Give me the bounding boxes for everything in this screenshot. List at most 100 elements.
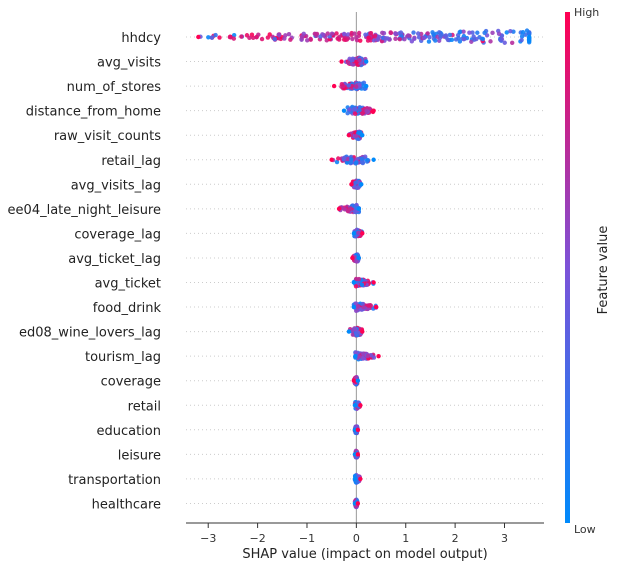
feature-label: transportation xyxy=(68,473,161,488)
data-point xyxy=(334,31,339,36)
data-point xyxy=(358,476,363,482)
data-point xyxy=(393,31,398,37)
data-point xyxy=(346,83,351,88)
data-point xyxy=(385,36,390,41)
data-point xyxy=(350,332,356,337)
data-point xyxy=(344,160,350,165)
data-point xyxy=(339,59,344,64)
data-point xyxy=(356,276,362,282)
data-point xyxy=(276,32,282,38)
data-point xyxy=(351,231,357,236)
data-point xyxy=(510,40,515,46)
data-point xyxy=(341,37,347,42)
data-point xyxy=(352,31,357,36)
data-point xyxy=(354,160,359,165)
x-axis-label: SHAP value (impact on model output) xyxy=(242,547,487,562)
data-point xyxy=(371,157,376,162)
data-point xyxy=(526,34,532,40)
feature-label: tourism_lag xyxy=(85,350,161,365)
data-point xyxy=(354,308,359,314)
data-point xyxy=(350,57,355,63)
data-point xyxy=(239,34,244,39)
data-point xyxy=(364,83,369,89)
data-point xyxy=(342,207,347,212)
data-point xyxy=(412,36,417,42)
data-point xyxy=(526,38,532,43)
data-point xyxy=(341,31,347,37)
data-point xyxy=(470,30,475,35)
data-point xyxy=(346,208,351,213)
colorbar: High Low Feature value xyxy=(565,6,611,536)
data-point xyxy=(331,83,337,89)
feature-label: ee04_late_night_leisure xyxy=(8,203,161,218)
feature-label: avg_visits xyxy=(97,56,161,71)
data-point xyxy=(359,182,364,187)
feature-label: food_drink xyxy=(93,301,162,316)
feature-label: ed08_wine_lovers_lag xyxy=(19,326,161,341)
data-point xyxy=(349,182,354,187)
data-point xyxy=(351,378,357,383)
feature-label: healthcare xyxy=(92,497,161,512)
data-point xyxy=(371,38,377,43)
data-point xyxy=(352,209,358,214)
data-point xyxy=(365,353,371,359)
feature-label: retail_lag xyxy=(101,154,161,169)
data-point xyxy=(355,304,360,310)
data-point xyxy=(372,33,378,38)
data-point xyxy=(354,35,359,40)
data-point xyxy=(520,30,526,35)
data-point xyxy=(355,427,361,432)
data-point xyxy=(508,28,513,34)
data-point xyxy=(416,35,422,40)
data-point xyxy=(361,305,366,310)
data-point xyxy=(457,30,462,35)
data-point xyxy=(355,501,361,506)
x-tick-label: 1 xyxy=(402,532,409,545)
data-point xyxy=(346,60,351,66)
data-point xyxy=(467,30,472,35)
data-point xyxy=(356,30,362,36)
data-point xyxy=(438,33,443,39)
data-point xyxy=(502,40,507,45)
data-point xyxy=(231,32,237,38)
data-point xyxy=(426,39,432,44)
data-point xyxy=(353,350,358,355)
data-point xyxy=(336,156,341,161)
data-point xyxy=(336,206,342,212)
x-tick-label: 0 xyxy=(353,532,360,545)
data-point xyxy=(352,476,358,482)
data-point xyxy=(402,36,407,42)
data-point xyxy=(380,30,385,35)
data-point xyxy=(388,30,393,35)
feature-label: coverage_lag xyxy=(74,227,161,242)
data-point xyxy=(352,403,358,408)
data-point xyxy=(461,36,467,42)
data-point xyxy=(399,33,404,39)
data-point xyxy=(247,35,252,41)
data-point xyxy=(288,37,293,42)
colorbar-high-label: High xyxy=(574,6,599,19)
data-point xyxy=(362,154,368,159)
data-point xyxy=(488,39,493,44)
data-point xyxy=(524,28,530,33)
data-point xyxy=(360,111,365,116)
data-point xyxy=(342,155,347,161)
data-point xyxy=(346,133,352,138)
data-point xyxy=(373,304,379,310)
data-point xyxy=(206,35,211,40)
data-point xyxy=(353,133,359,139)
data-point xyxy=(353,111,358,116)
feature-label: education xyxy=(96,424,161,439)
data-point xyxy=(267,32,272,37)
data-point xyxy=(341,108,347,113)
data-point xyxy=(421,35,427,41)
data-point xyxy=(433,38,438,43)
data-point xyxy=(347,107,352,112)
data-point xyxy=(357,82,362,88)
data-point xyxy=(355,452,361,457)
data-point xyxy=(213,32,218,38)
feature-label: hhdcy xyxy=(121,31,161,46)
data-point xyxy=(498,37,504,43)
data-point xyxy=(353,284,359,289)
data-point xyxy=(231,36,237,41)
